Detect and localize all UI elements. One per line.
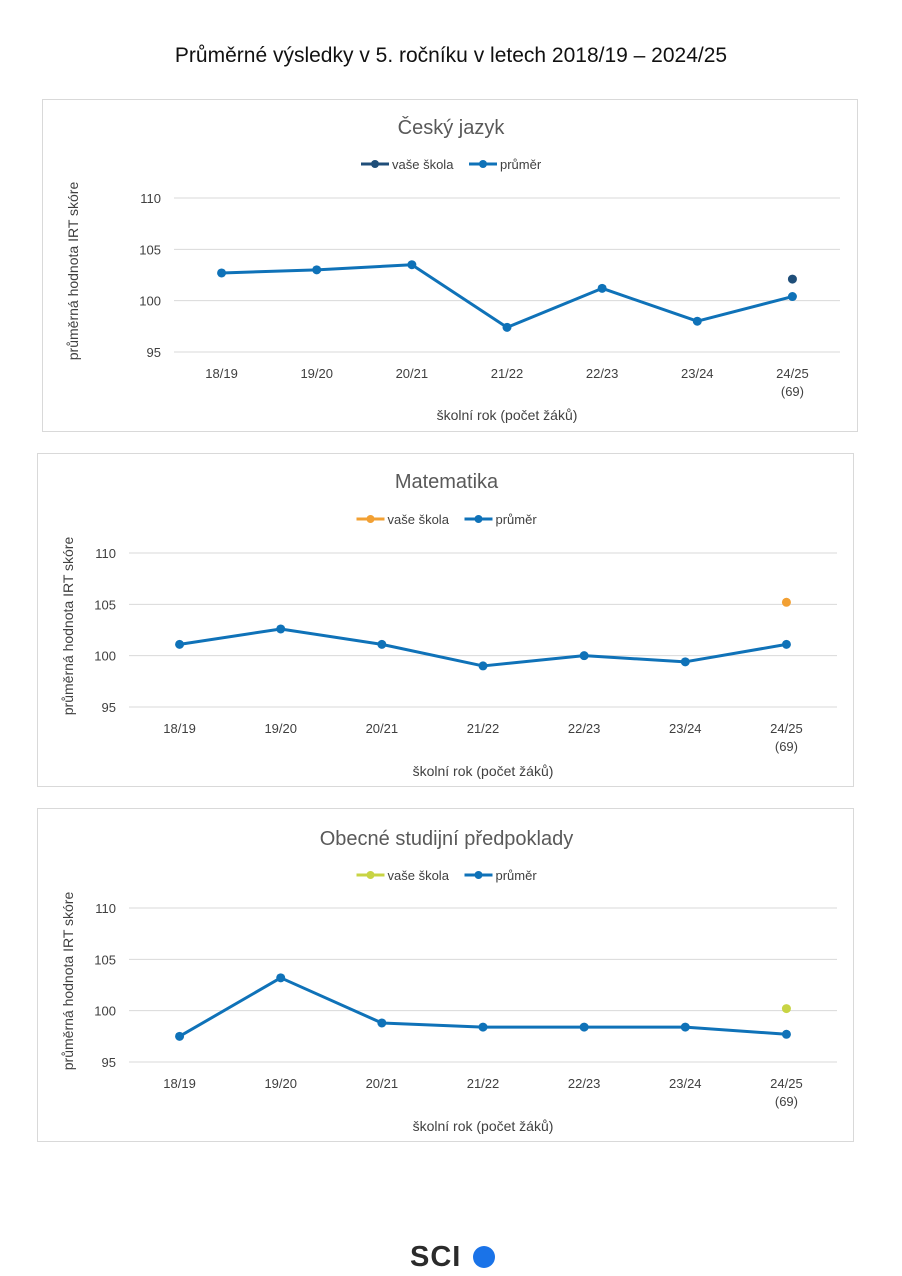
data-point-1 (276, 624, 286, 634)
x-tick-label: 21/22 (467, 721, 500, 736)
chart-panel-cesky-jazyk: Český jazyk vaše škola průměr 95 100 105 110 18… (42, 99, 858, 432)
legend-label-1: průměr (500, 157, 542, 172)
chart-panel-matematika: Matematika vaše škola průměr 95 100 105 110 18/… (37, 453, 854, 787)
y-axis-label: průměrná hodnota IRT skóre (60, 892, 76, 1071)
x-tick-label: 23/24 (669, 721, 702, 736)
data-point-1 (680, 1022, 690, 1032)
x-tick-label: 24/25 (776, 366, 809, 381)
legend-marker-1 (474, 515, 483, 523)
legend-marker-0 (366, 515, 375, 523)
y-tick-label: 105 (94, 952, 116, 967)
x-tick-label: 22/23 (586, 366, 619, 381)
x-tick-label: 23/24 (681, 366, 714, 381)
legend-label-0: vaše škola (388, 512, 450, 527)
data-point-1 (579, 651, 589, 661)
x-tick-label: 21/22 (491, 366, 524, 381)
data-point-1 (680, 657, 690, 667)
page-title: Průměrné výsledky v 5. ročníku v letech … (174, 44, 728, 67)
legend-label-1: průměr (496, 868, 538, 883)
legend-item-1: průměr (469, 157, 542, 172)
legend-item-0: vaše škola (361, 157, 454, 172)
legend-label-1: průměr (496, 512, 538, 527)
x-tick-label: 20/21 (366, 1076, 399, 1091)
x-tick-label: 22/23 (568, 1076, 601, 1091)
data-point-1 (781, 1029, 791, 1039)
x-axis-label: školní rok (počet žáků) (413, 1118, 554, 1134)
chart-title: Český jazyk (398, 116, 506, 139)
chart-svg: Matematika vaše škola průměr 95 100 105 110 18/… (60, 471, 837, 779)
x-tick-label: 18/19 (163, 721, 196, 736)
data-point-1 (478, 661, 488, 671)
data-point-1 (407, 260, 417, 270)
y-tick-label: 105 (139, 242, 161, 257)
chart-title: Obecné studijní předpoklady (320, 828, 574, 850)
legend-label-0: vaše škola (388, 868, 450, 883)
data-point-1 (312, 265, 322, 275)
data-point-1 (175, 639, 185, 649)
logo-text: SCI (410, 1241, 462, 1273)
data-point-1 (276, 973, 286, 983)
data-point-0 (787, 274, 797, 284)
y-tick-label: 110 (95, 546, 116, 561)
x-tick-label: 21/22 (467, 1076, 500, 1091)
legend-marker-1 (479, 160, 487, 168)
data-point-1 (377, 639, 387, 649)
x-tick-label: 19/20 (264, 1076, 297, 1091)
x-tick-label: 22/23 (568, 721, 601, 736)
series-line-1 (220, 263, 794, 329)
logo-dot-icon (473, 1246, 495, 1268)
data-point-1 (502, 322, 512, 332)
data-point-1 (377, 1018, 387, 1028)
legend-item-0: vaše škola (356, 868, 450, 883)
series-line-1 (178, 627, 788, 668)
data-point-1 (175, 1031, 185, 1041)
x-tick-sublabel: (69) (775, 739, 798, 754)
chart-panel-osp: Obecné studijní předpoklady vaše škola prů… (37, 808, 854, 1142)
x-tick-sublabel: (69) (775, 1094, 798, 1109)
y-tick-label: 100 (94, 1004, 116, 1019)
chart-title: Matematika (395, 471, 499, 493)
y-tick-label: 95 (102, 700, 116, 715)
legend-label-0: vaše škola (392, 157, 454, 172)
data-point-1 (781, 639, 791, 649)
data-point-0 (781, 1004, 791, 1014)
y-tick-label: 110 (95, 901, 116, 916)
legend-item-1: průměr (464, 868, 538, 883)
y-tick-label: 110 (140, 191, 161, 206)
data-point-1 (597, 283, 607, 293)
x-tick-label: 20/21 (396, 366, 429, 381)
x-tick-label: 19/20 (300, 366, 333, 381)
x-tick-label: 19/20 (264, 721, 297, 736)
y-axis-label: průměrná hodnota IRT skóre (65, 182, 81, 361)
x-tick-label: 23/24 (669, 1076, 702, 1091)
y-tick-label: 95 (147, 345, 161, 360)
legend-item-0: vaše škola (356, 512, 450, 527)
x-axis-label: školní rok (počet žáků) (437, 407, 578, 423)
x-tick-label: 18/19 (205, 366, 238, 381)
legend-marker-1 (474, 871, 483, 879)
x-axis-label: školní rok (počet žáků) (413, 763, 554, 779)
x-tick-label: 20/21 (366, 721, 399, 736)
chart-svg: Obecné studijní předpoklady vaše škola prů… (60, 828, 837, 1134)
y-tick-label: 100 (139, 294, 161, 309)
y-tick-label: 100 (94, 649, 116, 664)
x-tick-label: 18/19 (163, 1076, 196, 1091)
x-tick-sublabel: (69) (781, 384, 804, 399)
data-point-1 (217, 268, 227, 278)
chart-svg: Český jazyk vaše škola průměr 95 100 105 110 18… (65, 116, 840, 423)
data-point-1 (579, 1022, 589, 1032)
y-tick-label: 95 (102, 1055, 116, 1070)
x-tick-label: 24/25 (770, 1076, 803, 1091)
data-point-0 (781, 597, 791, 607)
legend-item-1: průměr (464, 512, 538, 527)
legend-marker-0 (366, 871, 375, 879)
data-point-1 (692, 316, 702, 326)
y-tick-label: 105 (94, 597, 116, 612)
y-axis-label: průměrná hodnota IRT skóre (60, 537, 76, 716)
legend-marker-0 (371, 160, 379, 168)
data-point-1 (478, 1022, 488, 1032)
x-tick-label: 24/25 (770, 721, 803, 736)
data-point-1 (787, 292, 797, 302)
